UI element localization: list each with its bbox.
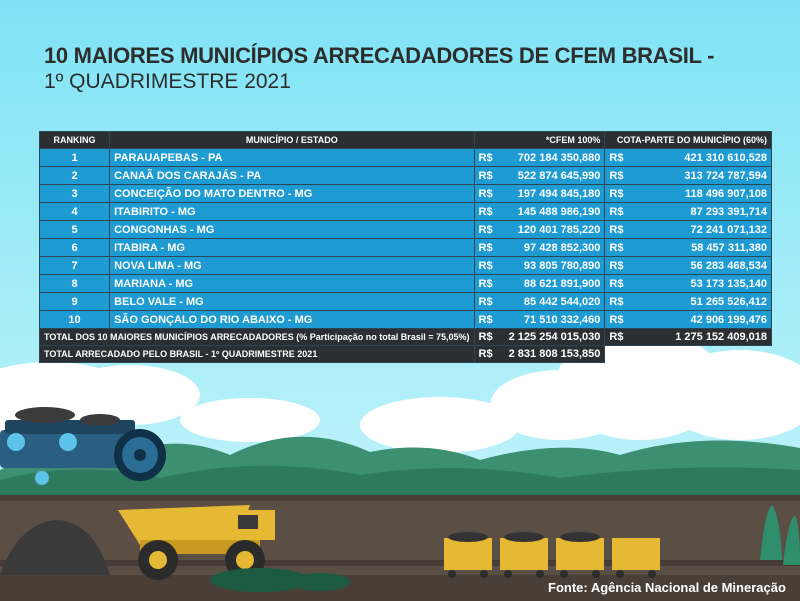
- cota-cell: 51 265 526,412: [632, 292, 773, 311]
- rank-cell: 2: [38, 166, 111, 185]
- currency-cell: R$: [604, 202, 633, 221]
- page-title: 10 MAIORES MUNICÍPIOS ARRECADADORES DE C…: [44, 43, 715, 68]
- header-ranking: RANKING: [38, 131, 111, 149]
- currency-cell: R$: [473, 148, 500, 167]
- rank-cell: 5: [38, 220, 111, 239]
- municipio-cell: SÃO GONÇALO DO RIO ABAIXO - MG: [109, 310, 475, 329]
- cfem-cell: 145 488 986,190: [499, 202, 606, 221]
- table-row: 5 CONGONHAS - MG R$ 120 401 785,220 R$ 7…: [38, 220, 773, 239]
- rank-cell: 3: [38, 184, 111, 203]
- rank-cell: 10: [38, 310, 111, 329]
- municipio-cell: CONGONHAS - MG: [109, 220, 475, 239]
- currency-cell: R$: [473, 220, 500, 239]
- currency-cell: R$: [604, 256, 633, 275]
- municipio-cell: ITABIRITO - MG: [109, 202, 475, 221]
- municipio-cell: MARIANA - MG: [109, 274, 475, 293]
- currency-cell: R$: [473, 274, 500, 293]
- total-top10-cfem: 2 125 254 015,030: [499, 328, 606, 346]
- cfem-cell: 522 874 645,990: [499, 166, 606, 185]
- currency-cell: R$: [604, 166, 633, 185]
- rank-cell: 8: [38, 274, 111, 293]
- total-top10-label: TOTAL DOS 10 MAIORES MUNICÍPIOS ARRECADA…: [39, 328, 475, 346]
- cota-cell: 56 283 468,534: [632, 256, 773, 275]
- municipio-cell: BELO VALE - MG: [109, 292, 475, 311]
- rank-cell: 4: [38, 202, 111, 221]
- cfem-cell: 120 401 785,220: [499, 220, 606, 239]
- rank-cell: 9: [38, 292, 111, 311]
- rank-cell: 7: [38, 256, 111, 275]
- currency-cell: R$: [604, 328, 633, 346]
- currency-cell: R$: [604, 184, 633, 203]
- currency-cell: R$: [473, 310, 500, 329]
- currency-cell: R$: [473, 328, 500, 346]
- rank-cell: 6: [38, 238, 111, 257]
- table-row: 6 ITABIRA - MG R$ 97 428 852,300 R$ 58 4…: [38, 238, 773, 257]
- cfem-cell: 702 184 350,880: [499, 148, 606, 167]
- total-brasil-label: TOTAL ARRECADADO PELO BRASIL - 1º QUADRI…: [39, 345, 475, 363]
- table-header-row: RANKING MUNICÍPIO / ESTADO *CFEM 100% CO…: [38, 131, 772, 149]
- cfem-cell: 71 510 332,460: [499, 310, 606, 329]
- municipio-cell: CONCEIÇÃO DO MATO DENTRO - MG: [109, 184, 475, 203]
- municipio-cell: CANAÃ DOS CARAJÁS - PA: [109, 166, 475, 185]
- total-brasil-cfem: 2 831 808 153,850: [499, 345, 606, 363]
- cota-cell: 421 310 610,528: [632, 148, 773, 167]
- currency-cell: R$: [604, 148, 633, 167]
- cfem-cell: 97 428 852,300: [499, 238, 606, 257]
- header-cota: COTA-PARTE DO MUNICÍPIO (60%): [604, 131, 772, 149]
- currency-cell: R$: [473, 256, 500, 275]
- currency-cell: R$: [473, 292, 500, 311]
- municipio-cell: PARAUAPEBAS - PA: [109, 148, 475, 167]
- mine-carts: [444, 532, 660, 578]
- header-municipio: MUNICÍPIO / ESTADO: [109, 131, 475, 149]
- currency-cell: R$: [473, 184, 500, 203]
- total-brasil-row: TOTAL ARRECADADO PELO BRASIL - 1º QUADRI…: [39, 345, 772, 363]
- header-cfem: *CFEM 100%: [473, 131, 606, 149]
- table-row: 9 BELO VALE - MG R$ 85 442 544,020 R$ 51…: [38, 292, 773, 311]
- dump-truck: [118, 505, 275, 580]
- cota-cell: 42 906 199,476: [632, 310, 773, 329]
- cfem-cell: 85 442 544,020: [499, 292, 606, 311]
- cota-cell: 53 173 135,140: [632, 274, 773, 293]
- total-top10-cota: 1 275 152 409,018: [632, 328, 773, 346]
- cfem-cell: 197 494 845,180: [499, 184, 606, 203]
- cfem-cell: 88 621 891,900: [499, 274, 606, 293]
- rank-cell: 1: [38, 148, 111, 167]
- currency-cell: R$: [473, 202, 500, 221]
- currency-cell: R$: [473, 238, 500, 257]
- cota-cell: 58 457 311,380: [632, 238, 773, 257]
- source-credit: Fonte: Agência Nacional de Mineração: [548, 580, 786, 595]
- cota-cell: 118 496 907,108: [632, 184, 773, 203]
- table-row: 7 NOVA LIMA - MG R$ 93 805 780,890 R$ 56…: [38, 256, 773, 275]
- total-top10-row: TOTAL DOS 10 MAIORES MUNICÍPIOS ARRECADA…: [39, 328, 773, 346]
- currency-cell: R$: [473, 345, 500, 363]
- cota-cell: 313 724 787,594: [632, 166, 773, 185]
- table-row: 3 CONCEIÇÃO DO MATO DENTRO - MG R$ 197 4…: [38, 184, 773, 203]
- municipio-cell: NOVA LIMA - MG: [109, 256, 475, 275]
- table-row: 8 MARIANA - MG R$ 88 621 891,900 R$ 53 1…: [38, 274, 773, 293]
- table-row: 4 ITABIRITO - MG R$ 145 488 986,190 R$ 8…: [38, 202, 773, 221]
- cota-cell: 72 241 071,132: [632, 220, 773, 239]
- currency-cell: R$: [604, 310, 633, 329]
- cota-cell: 87 293 391,714: [632, 202, 773, 221]
- currency-cell: R$: [604, 238, 633, 257]
- table-row: 1 PARAUAPEBAS - PA R$ 702 184 350,880 R$…: [38, 148, 773, 167]
- conveyor-machine: [0, 407, 166, 485]
- currency-cell: R$: [604, 292, 633, 311]
- currency-cell: R$: [604, 274, 633, 293]
- currency-cell: R$: [604, 220, 633, 239]
- table-row: 2 CANAÃ DOS CARAJÁS - PA R$ 522 874 645,…: [38, 166, 773, 185]
- cfem-cell: 93 805 780,890: [499, 256, 606, 275]
- currency-cell: R$: [473, 166, 500, 185]
- empty-cell: [605, 346, 772, 363]
- ranking-table: RANKING MUNICÍPIO / ESTADO *CFEM 100% CO…: [38, 131, 773, 363]
- municipio-cell: ITABIRA - MG: [109, 238, 475, 257]
- table-row: 10 SÃO GONÇALO DO RIO ABAIXO - MG R$ 71 …: [38, 310, 773, 329]
- page-subtitle: 1º QUADRIMESTRE 2021: [44, 70, 291, 93]
